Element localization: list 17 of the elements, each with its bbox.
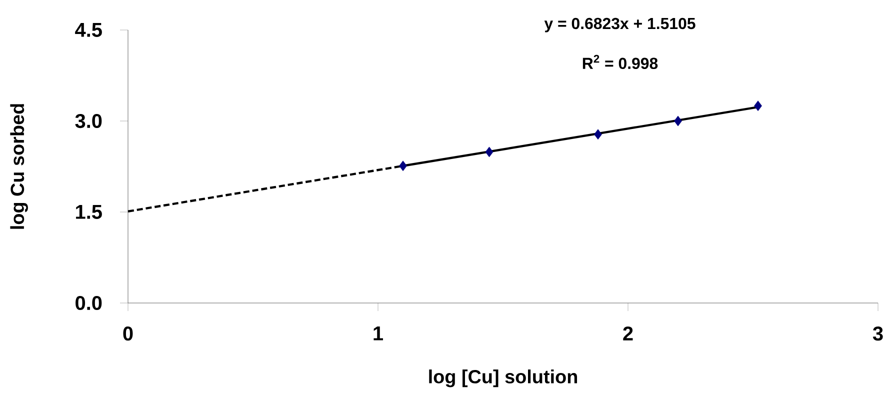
y-tick-label: 4.5 [75,23,102,37]
y-tick-label: 3.0 [75,114,102,128]
point [674,116,682,126]
x-axis-title: log [Cu] solution [429,369,578,388]
point [399,160,407,172]
y-tick-label: 0.0 [76,296,102,310]
annotation: y = 0.6823x + 1.5105 [544,18,696,32]
y-tick-label: 1.5 [76,205,102,219]
point [485,146,494,158]
point [754,100,762,112]
x-tick-label: 1 [374,326,383,340]
x-tick-label: 0 [123,326,133,341]
x-tick-label: 3 [872,326,883,341]
annotation: R$^{2}$ = 0.998 [582,54,658,70]
x-tick-label: 2 [623,326,633,340]
point [594,129,602,140]
y-axis-title: log Cu sorbed [10,104,28,229]
